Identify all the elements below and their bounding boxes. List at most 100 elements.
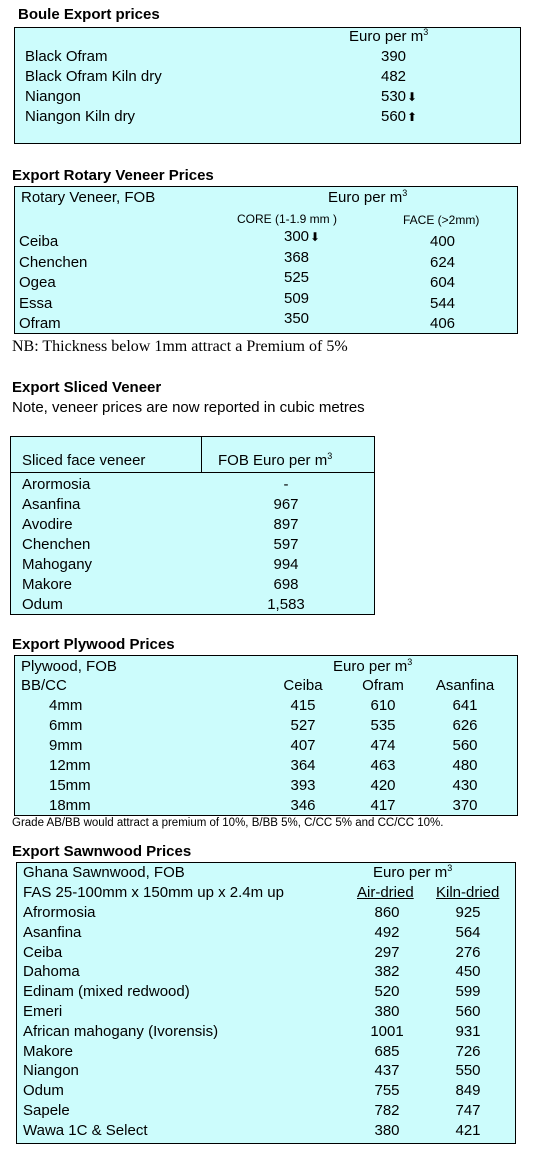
plywood-row-value: 527: [290, 717, 316, 734]
boule-row-name: Black Ofram: [25, 48, 108, 65]
sawn-table: Ghana Sawnwood, FOB FAS 25-100mm x 150mm…: [16, 862, 516, 1144]
sliced-header-right: FOB Euro per m3: [218, 451, 333, 470]
sawn-row-air: 437: [374, 1062, 400, 1079]
rotary-row-face: 624: [430, 254, 456, 271]
sawn-row-air: 1001: [370, 1023, 404, 1040]
rotary-row-name: Chenchen: [19, 254, 88, 271]
sawn-row-name: Odum: [23, 1082, 64, 1099]
sliced-row-value: -: [283, 476, 289, 493]
plywood-row-name: 4mm: [49, 697, 83, 714]
rotary-row-face: 406: [430, 315, 456, 332]
sawn-row-air: 755: [374, 1082, 400, 1099]
sawn-row-name: Wawa 1C & Select: [23, 1122, 148, 1139]
plywood-row-value: 626: [452, 717, 478, 734]
sawn-unit-header: Euro per m3: [373, 863, 453, 882]
boule-row-value: 530⬇: [381, 88, 418, 105]
plywood-title: Export Plywood Prices: [12, 636, 175, 653]
sawn-header-left: Ghana Sawnwood, FOB: [23, 864, 185, 881]
rotary-unit-header: Euro per m3: [328, 188, 408, 207]
sliced-row-name: Odum: [22, 596, 63, 613]
rotary-note: NB: Thickness below 1mm attract a Premiu…: [12, 338, 348, 355]
rotary-row-name: Ofram: [19, 315, 61, 332]
sawn-col-air: Air-dried: [357, 884, 414, 901]
arrow-down-icon: ⬇: [310, 230, 321, 244]
rotary-row-core: 300⬇: [284, 228, 321, 245]
rotary-row-face: 604: [430, 274, 456, 291]
sliced-subtitle: Note, veneer prices are now reported in …: [12, 399, 365, 416]
rotary-row-face: 400: [430, 233, 456, 250]
sawn-col-kiln: Kiln-dried: [436, 884, 500, 901]
sawn-row-kiln: 421: [455, 1122, 481, 1139]
plywood-row-name: 15mm: [49, 777, 91, 794]
sliced-table: Sliced face veneer FOB Euro per m3 Arorm…: [10, 436, 375, 615]
sliced-row-name: Arormosia: [22, 476, 91, 493]
sawn-row-air: 380: [374, 1122, 400, 1139]
plywood-row-value: 415: [290, 697, 316, 714]
sawn-row-name: Emeri: [23, 1003, 63, 1020]
plywood-row-value: 474: [370, 737, 396, 754]
sliced-row-name: Mahogany: [22, 556, 93, 573]
rotary-col-face: FACE (>2mm): [403, 213, 480, 227]
sawn-row-name: Ceiba: [23, 944, 63, 961]
sliced-row-name: Chenchen: [22, 536, 91, 553]
sawn-row-kiln: 599: [455, 983, 481, 1000]
sawn-row-air: 685: [374, 1043, 400, 1060]
sliced-header-rule: [11, 472, 374, 473]
sliced-row-value: 897: [273, 516, 299, 533]
sliced-row-value: 698: [273, 576, 299, 593]
plywood-row-value: 407: [290, 737, 316, 754]
sawn-row-kiln: 726: [455, 1043, 481, 1060]
plywood-row-value: 463: [370, 757, 396, 774]
sawn-row-kiln: 550: [455, 1062, 481, 1079]
plywood-table: Plywood, FOB BB/CC Euro per m3 Ceiba Ofra…: [14, 655, 518, 816]
sawn-header-left2: FAS 25-100mm x 150mm up x 2.4m up: [23, 884, 284, 901]
plywood-row-name: 9mm: [49, 737, 83, 754]
sawn-row-kiln: 450: [455, 963, 481, 980]
sliced-row-value: 994: [273, 556, 299, 573]
sawn-row-air: 492: [374, 924, 400, 941]
sawn-row-air: 782: [374, 1102, 400, 1119]
rotary-row-name: Ceiba: [19, 233, 59, 250]
sliced-row-name: Asanfina: [22, 496, 81, 513]
boule-row-name: Black Ofram Kiln dry: [25, 68, 162, 85]
boule-row-value: 390: [381, 48, 407, 65]
rotary-row-name: Essa: [19, 295, 53, 312]
rotary-row-core: 525: [284, 269, 310, 286]
sawn-row-kiln: 849: [455, 1082, 481, 1099]
sliced-row-name: Makore: [22, 576, 73, 593]
sawn-row-name: Makore: [23, 1043, 74, 1060]
plywood-row-value: 560: [452, 737, 478, 754]
plywood-col-header: Asanfina: [435, 677, 495, 694]
sawn-row-kiln: 276: [455, 944, 481, 961]
boule-row-name: Niangon Kiln dry: [25, 108, 136, 125]
boule-row-value: 482: [381, 68, 407, 85]
sliced-header-left: Sliced face veneer: [22, 452, 146, 469]
sawn-row-air: 520: [374, 983, 400, 1000]
plywood-note: Grade AB/BB would attract a premium of 1…: [12, 817, 444, 829]
plywood-unit-header: Euro per m3: [333, 657, 413, 676]
boule-row-value: 560⬆: [381, 108, 418, 125]
plywood-row-value: 641: [452, 697, 478, 714]
sliced-row-value: 597: [273, 536, 299, 553]
sawn-row-air: 382: [374, 963, 400, 980]
sawn-row-air: 297: [374, 944, 400, 961]
sawn-row-name: African mahogany (Ivorensis): [23, 1023, 219, 1040]
rotary-row-name: Ogea: [19, 274, 56, 291]
rotary-table: Rotary Veneer, FOB Euro per m3 CORE (1-1…: [14, 186, 518, 334]
sawn-row-name: Niangon: [23, 1062, 79, 1079]
sawn-row-name: Dahoma: [23, 963, 80, 980]
plywood-row-value: 480: [452, 757, 478, 774]
plywood-header-left: Plywood, FOB: [21, 658, 117, 675]
sawn-row-name: Afrormosia: [23, 904, 96, 921]
sawn-row-air: 380: [374, 1003, 400, 1020]
sliced-header-divider: [201, 437, 202, 472]
plywood-row-value: 535: [370, 717, 396, 734]
boule-unit-header: Euro per m3: [349, 27, 429, 46]
plywood-row-name: 12mm: [49, 757, 91, 774]
rotary-row-core: 368: [284, 249, 310, 266]
rotary-header-left: Rotary Veneer, FOB: [21, 189, 156, 206]
plywood-row-value: 420: [370, 777, 396, 794]
plywood-row-name: 6mm: [49, 717, 83, 734]
plywood-col-header: Ofram: [362, 677, 404, 694]
plywood-row-value: 417: [370, 797, 396, 814]
